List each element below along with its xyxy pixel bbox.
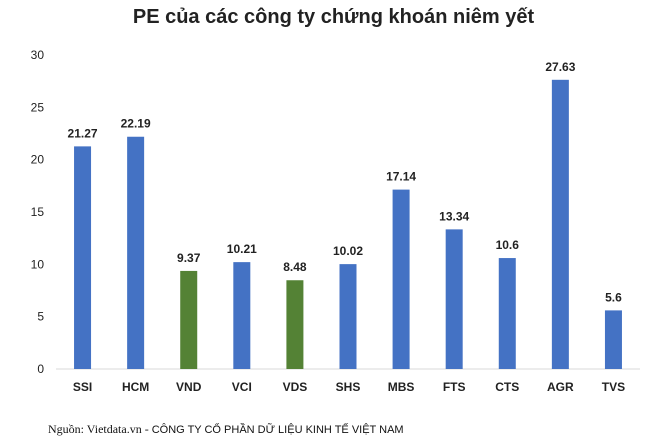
y-tick-label: 30 (31, 48, 45, 62)
source-organization: CÔNG TY CỔ PHẦN DỮ LIỆU KINH TẾ VIỆT NAM (151, 424, 404, 436)
data-label-fts: 13.34 (439, 209, 469, 223)
bar-mbs (392, 189, 410, 369)
data-label-shs: 10.02 (333, 244, 363, 258)
data-label-vci: 10.21 (227, 242, 257, 256)
x-tick-label-agr: AGR (547, 380, 574, 394)
y-tick-label: 20 (31, 153, 45, 167)
x-tick-label-vci: VCI (232, 380, 252, 394)
data-label-vnd: 9.37 (177, 251, 201, 265)
data-label-cts: 10.6 (496, 238, 520, 252)
bar-shs (339, 264, 357, 369)
bar-cts (498, 258, 516, 369)
y-tick-label: 0 (37, 362, 44, 376)
source-note: Nguồn: Vietdata.vn - CÔNG TY CỔ PHẦN DỮ … (48, 422, 404, 437)
x-tick-label-vnd: VND (176, 380, 202, 394)
bar-ssi (74, 146, 92, 369)
y-tick-label: 25 (31, 100, 45, 114)
data-label-vds: 8.48 (283, 260, 307, 274)
bar-tvs (604, 310, 622, 369)
y-tick-label: 5 (37, 310, 44, 324)
x-tick-label-mbs: MBS (388, 380, 415, 394)
bar-vnd (180, 270, 198, 369)
x-tick-label-fts: FTS (443, 380, 466, 394)
bar-agr (551, 79, 569, 369)
y-tick-label: 15 (31, 205, 45, 219)
x-tick-label-shs: SHS (336, 380, 361, 394)
x-tick-label-hcm: HCM (122, 380, 149, 394)
x-tick-label-ssi: SSI (73, 380, 92, 394)
data-label-mbs: 17.14 (386, 170, 416, 184)
bar-vds (286, 280, 304, 369)
y-tick-label: 10 (31, 257, 45, 271)
x-tick-label-cts: CTS (495, 380, 519, 394)
data-label-ssi: 21.27 (68, 126, 98, 140)
data-label-agr: 27.63 (545, 60, 575, 74)
data-label-hcm: 22.19 (121, 117, 151, 131)
source-prefix: Nguồn: Vietdata.vn - (48, 422, 152, 436)
bar-fts (445, 229, 463, 369)
x-tick-label-tvs: TVS (602, 380, 625, 394)
x-tick-label-vds: VDS (283, 380, 308, 394)
bar-hcm (127, 136, 145, 369)
bar-vci (233, 262, 251, 369)
chart-title: PE của các công ty chứng khoán niêm yết (132, 6, 535, 28)
data-label-tvs: 5.6 (605, 290, 622, 304)
